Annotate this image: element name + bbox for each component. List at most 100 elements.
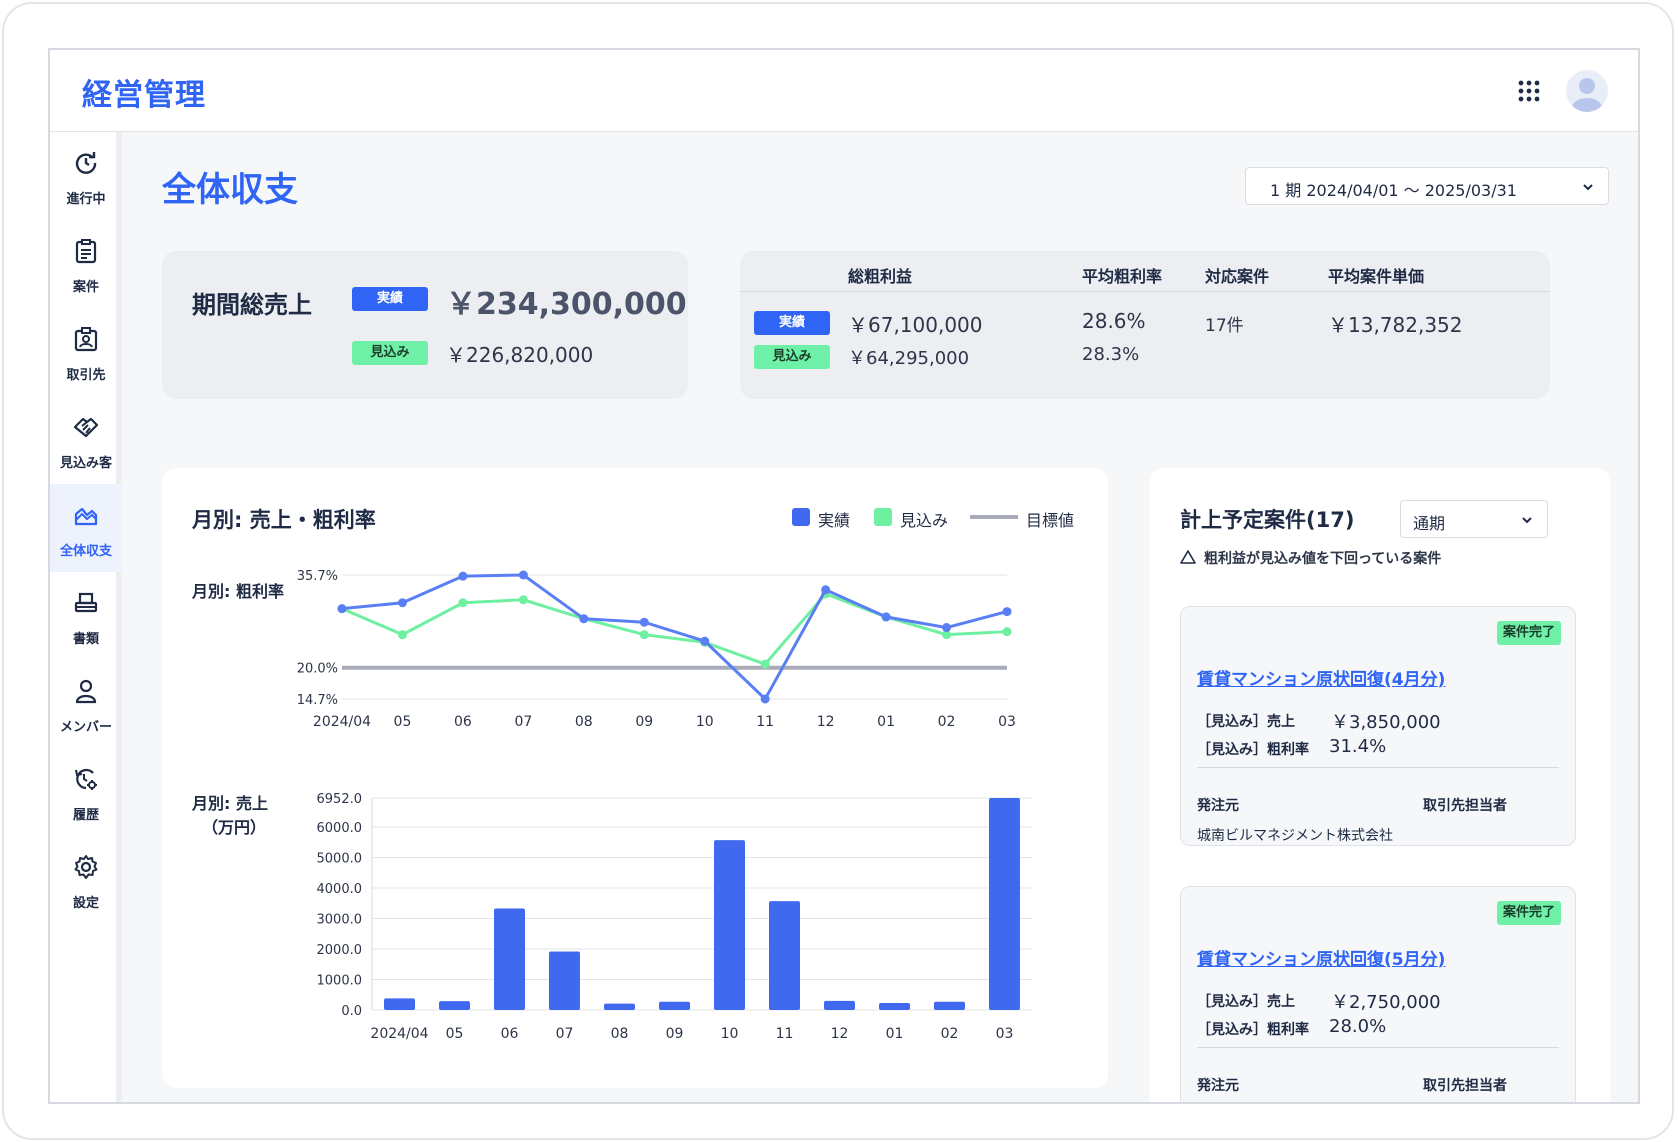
margin-point-actual <box>942 623 952 633</box>
deal-contact-key: 取引先担当者 <box>1423 1078 1507 1094</box>
sidebar-item-label: 履歴 <box>72 808 99 823</box>
deal-title-link[interactable]: 賃貸マンション原状回復(5月分) <box>1197 950 1446 970</box>
sidebar-item-label: 案件 <box>72 280 99 295</box>
margin-point-actual <box>518 570 528 580</box>
margin-x-tick: 12 <box>817 714 835 730</box>
gross-profit-actual: ￥67,100,000 <box>848 313 983 337</box>
metric-header-deal-count: 対応案件 <box>1205 267 1270 286</box>
margin-point-forecast <box>458 598 468 608</box>
margin-point-actual <box>881 612 891 622</box>
sidebar-item-prospects[interactable]: 見込み客 <box>50 396 122 484</box>
area-chart-icon <box>74 507 98 526</box>
sidebar-item-label: 設定 <box>72 896 99 911</box>
sales-x-tick: 01 <box>886 1026 904 1042</box>
deal-divider <box>1197 767 1559 768</box>
legend-swatch-target <box>970 515 1018 519</box>
legend-swatch-forecast <box>874 508 892 526</box>
user-avatar[interactable] <box>1566 70 1608 112</box>
sidebar-item-settings[interactable]: 設定 <box>50 836 122 924</box>
monthly-chart-panel: 月別: 売上・粗利率 実績 見込み 目標値 月別: 粗利率 月別: 売上 （万円… <box>162 468 1108 1088</box>
profit-metrics-card: 総粗利益 平均粗利率 対応案件 平均案件単価 実績 ￥67,100,000 28… <box>740 251 1550 399</box>
sidebar-item-label: 取引先 <box>66 368 106 383</box>
sales-bar <box>604 1003 635 1010</box>
sales-y-tick: 5000.0 <box>317 852 363 867</box>
deal-sales-value: ￥3,850,000 <box>1331 712 1441 733</box>
sales-bar <box>989 798 1020 1010</box>
deal-margin-value: 31.4% <box>1329 736 1387 757</box>
scheduled-deals-panel: 計上予定案件(17) 通期 粗利益が見込み値を下回っている案件 案件完了 賃貸マ… <box>1150 468 1610 1102</box>
user-icon <box>75 679 97 704</box>
period-select[interactable]: 1 期 2024/04/01 〜 2025/03/31 <box>1245 167 1609 205</box>
actual-badge: 実績 <box>352 287 428 311</box>
deals-filter-value: 通期 <box>1413 514 1446 533</box>
handshake-icon <box>73 417 99 438</box>
sales-bar <box>439 1001 470 1010</box>
sales-x-tick: 09 <box>666 1026 684 1042</box>
deal-sales-value: ￥2,750,000 <box>1331 992 1441 1013</box>
margin-chart-label: 月別: 粗利率 <box>192 582 284 601</box>
margin-y-tick: 20.0% <box>297 662 338 677</box>
deal-card[interactable]: 案件完了 賃貸マンション原状回復(5月分) ［見込み］売上 ￥2,750,000… <box>1180 886 1576 1102</box>
sales-x-tick: 11 <box>776 1026 794 1042</box>
sales-bar <box>384 998 415 1010</box>
period-select-value: 1 期 2024/04/01 〜 2025/03/31 <box>1270 181 1517 200</box>
deal-card[interactable]: 案件完了 賃貸マンション原状回復(4月分) ［見込み］売上 ￥3,850,000… <box>1180 606 1576 846</box>
margin-point-actual <box>579 614 589 624</box>
sales-chart-label: 月別: 売上 <box>192 794 268 813</box>
sidebar-item-members[interactable]: メンバー <box>50 660 122 748</box>
sidebar-item-label: 見込み客 <box>59 456 112 471</box>
monthly-panel-title: 月別: 売上・粗利率 <box>192 508 376 532</box>
apps-grid-icon[interactable] <box>1518 80 1540 102</box>
margin-x-tick: 09 <box>635 714 653 730</box>
margin-point-actual <box>639 617 649 627</box>
margin-x-tick: 05 <box>394 714 412 730</box>
margin-point-forecast <box>760 659 770 669</box>
sales-x-tick: 06 <box>501 1026 519 1042</box>
margin-point-actual <box>397 598 407 608</box>
deal-status-badge: 案件完了 <box>1496 621 1561 645</box>
deal-contact-key: 取引先担当者 <box>1423 798 1507 814</box>
sidebar-item-deals[interactable]: 案件 <box>50 220 122 308</box>
sidebar-item-documents[interactable]: 書類 <box>50 572 122 660</box>
margin-x-tick: 2024/04 <box>313 714 371 730</box>
margin-x-tick: 11 <box>756 714 774 730</box>
deal-title-link[interactable]: 賃貸マンション原状回復(4月分) <box>1197 670 1446 690</box>
sidebar-item-label: 書類 <box>72 632 99 647</box>
sales-chart-unit: （万円） <box>202 818 267 837</box>
avg-margin-forecast: 28.3% <box>1082 344 1140 365</box>
margin-x-tick: 03 <box>998 714 1016 730</box>
margin-line-forecast <box>341 592 1008 666</box>
gear-icon <box>74 855 98 879</box>
sidebar-item-in-progress[interactable]: 進行中 <box>50 132 122 220</box>
sales-bar <box>824 1000 855 1010</box>
deal-client-key: 発注元 <box>1197 798 1239 814</box>
margin-point-actual <box>337 604 347 614</box>
deals-note: 粗利益が見込み値を下回っている案件 <box>1204 551 1442 567</box>
deals-filter-select[interactable]: 通期 <box>1400 500 1548 538</box>
sales-actual-value: ￥234,300,000 <box>446 287 687 322</box>
sales-bar <box>934 1001 965 1010</box>
contact-card-icon <box>74 327 98 352</box>
printer-icon <box>74 592 98 613</box>
sales-x-tick: 10 <box>721 1026 739 1042</box>
clipboard-icon <box>75 239 97 264</box>
sidebar-item-clients[interactable]: 取引先 <box>50 308 122 396</box>
deal-sales-key: ［見込み］売上 <box>1197 994 1295 1010</box>
margin-line-chart: 35.7% 20.0% 14.7% 2024/04 05 06 07 08 09 10 11 12 01… <box>297 569 1032 1042</box>
deal-count: 17件 <box>1205 316 1244 336</box>
deal-sales-key: ［見込み］売上 <box>1197 714 1295 730</box>
margin-x-tick: 02 <box>938 714 956 730</box>
sales-bar <box>659 1001 690 1010</box>
deal-margin-value: 28.0% <box>1329 1016 1387 1037</box>
sales-bar <box>549 951 580 1010</box>
margin-x-tick: 10 <box>696 714 714 730</box>
metric-header-avg-margin: 平均粗利率 <box>1082 267 1163 286</box>
sales-x-tick: 05 <box>446 1026 464 1042</box>
sidebar-item-overall-balance[interactable]: 全体収支 <box>50 484 122 572</box>
sidebar-item-history[interactable]: 履歴 <box>50 748 122 836</box>
sales-bar <box>494 908 525 1010</box>
deal-divider <box>1197 1047 1559 1048</box>
history-gear-icon <box>75 768 97 790</box>
metric-header-avg-unit-price: 平均案件単価 <box>1328 267 1425 286</box>
